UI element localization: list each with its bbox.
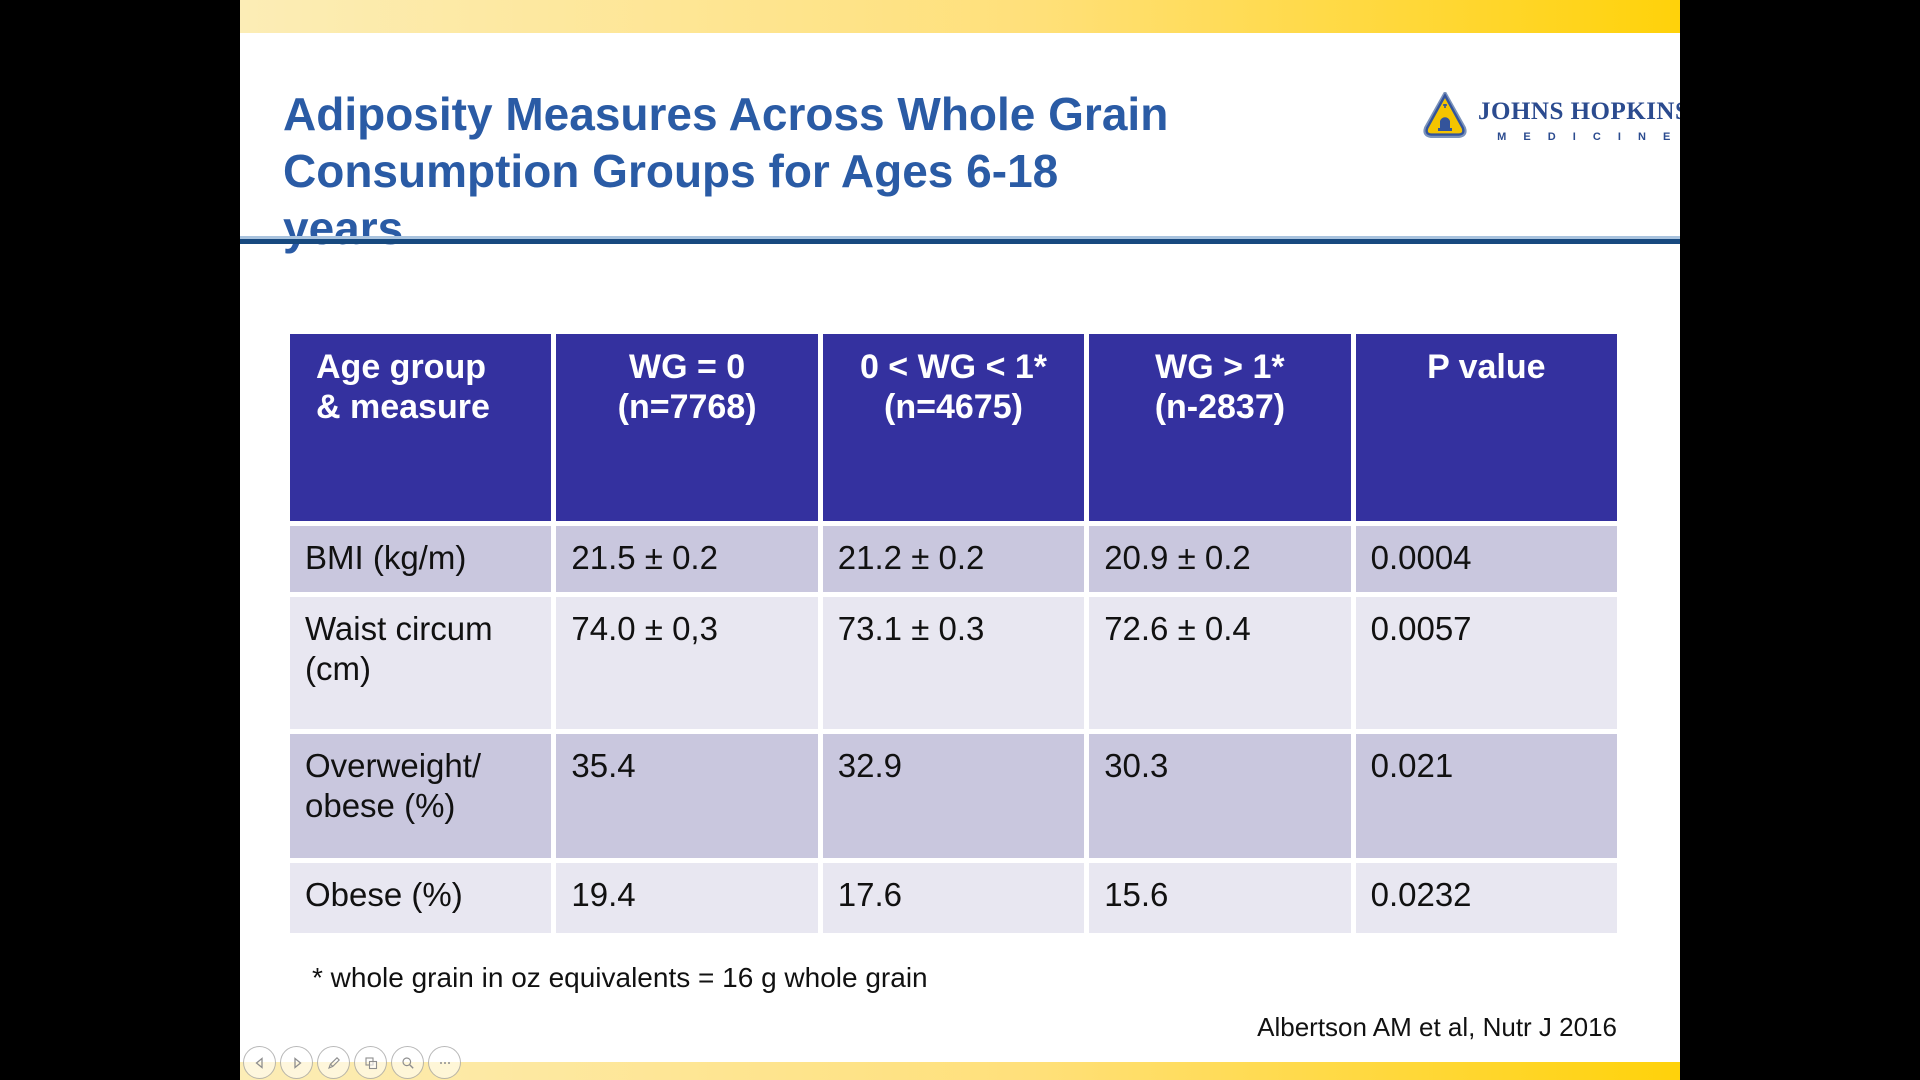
next-arrow-icon — [289, 1055, 305, 1071]
row-obese-label: Obese (%) — [290, 863, 552, 933]
row-obese-wg0: 19.4 — [556, 863, 818, 933]
row-waist-wg01: 73.1 ± 0.3 — [822, 597, 1085, 729]
row-overweight-pvalue: 0.021 — [1355, 734, 1617, 858]
zoom-slide-button[interactable] — [391, 1046, 424, 1079]
citation: Albertson AM et al, Nutr J 2016 — [1257, 1012, 1617, 1042]
title-divider-rule — [240, 236, 1680, 244]
row-bmi-wg01: 21.2 ± 0.2 — [822, 526, 1085, 592]
previous-arrow-icon — [252, 1055, 268, 1071]
row-bmi-wggt1: 20.9 ± 0.2 — [1089, 526, 1351, 592]
slide-title-line2: Consumption Groups for Ages 6-18 years — [283, 145, 1059, 254]
row-bmi-wg0: 21.5 ± 0.2 — [556, 526, 818, 592]
see-all-slides-button[interactable] — [354, 1046, 387, 1079]
next-slide-button[interactable] — [280, 1046, 313, 1079]
adiposity-table: Age group & measure WG = 0 (n=7768) 0 < … — [290, 334, 1617, 933]
johns-hopkins-logo-division: M E D I C I N E — [1497, 131, 1678, 143]
previous-slide-button[interactable] — [243, 1046, 276, 1079]
row-overweight-label: Overweight/ obese (%) — [290, 734, 552, 858]
row-overweight-wg0: 35.4 — [556, 734, 818, 858]
table-header-p-value: P value — [1355, 334, 1617, 521]
slide: Adiposity Measures Across Whole Grain Co… — [240, 0, 1680, 1080]
row-waist-pvalue: 0.0057 — [1355, 597, 1617, 729]
johns-hopkins-logo-name: JOHNS HOPKINS — [1478, 98, 1680, 125]
magnifier-icon — [400, 1055, 416, 1071]
row-overweight-wg01: 32.9 — [822, 734, 1085, 858]
presenter-controls — [243, 1046, 461, 1079]
row-obese-pvalue: 0.0232 — [1355, 863, 1617, 933]
row-bmi-pvalue: 0.0004 — [1355, 526, 1617, 592]
table-header-wg0: WG = 0 (n=7768) — [556, 334, 818, 521]
johns-hopkins-shield-icon — [1422, 89, 1468, 145]
row-waist-wggt1: 72.6 ± 0.4 — [1089, 597, 1351, 729]
johns-hopkins-logo: JOHNS HOPKINS M E D I C I N E — [1422, 89, 1680, 145]
row-overweight-wggt1: 30.3 — [1089, 734, 1351, 858]
footnote: * whole grain in oz equivalents = 16 g w… — [312, 962, 928, 993]
slide-title-line1: Adiposity Measures Across Whole Grain — [283, 88, 1169, 140]
table-header-wg-0-1: 0 < WG < 1* (n=4675) — [822, 334, 1085, 521]
row-obese-wggt1: 15.6 — [1089, 863, 1351, 933]
johns-hopkins-logo-text: JOHNS HOPKINS M E D I C I N E — [1478, 92, 1680, 143]
more-options-button[interactable] — [428, 1046, 461, 1079]
row-waist-label: Waist circum (cm) — [290, 597, 552, 729]
pen-tools-button[interactable] — [317, 1046, 350, 1079]
row-waist-wg0: 74.0 ± 0,3 — [556, 597, 818, 729]
table-header-age-group: Age group & measure — [290, 334, 552, 521]
slide-title: Adiposity Measures Across Whole Grain Co… — [283, 86, 1183, 257]
ellipsis-icon — [437, 1055, 453, 1071]
row-bmi-label: BMI (kg/m) — [290, 526, 552, 592]
pen-icon — [326, 1055, 342, 1071]
slide-bottom-gold-bar — [240, 1062, 1680, 1080]
slides-grid-icon — [363, 1055, 379, 1071]
row-obese-wg01: 17.6 — [822, 863, 1085, 933]
slide-top-gold-bar — [240, 0, 1680, 33]
table-header-wg-gt1: WG > 1* (n-2837) — [1089, 334, 1351, 521]
